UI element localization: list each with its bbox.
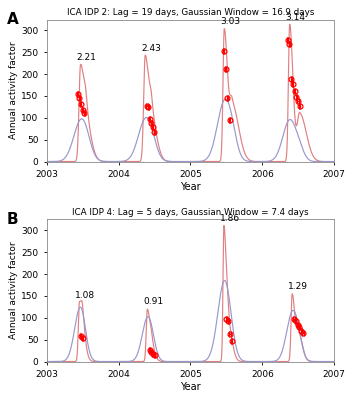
- Title: ICA IDP 2: Lag = 19 days, Gaussian Window = 16.9 days: ICA IDP 2: Lag = 19 days, Gaussian Windo…: [67, 8, 314, 17]
- Text: 1.08: 1.08: [75, 291, 95, 300]
- X-axis label: Year: Year: [180, 182, 201, 192]
- Y-axis label: Annual activity factor: Annual activity factor: [10, 42, 18, 139]
- Text: 3.03: 3.03: [220, 18, 240, 26]
- Title: ICA IDP 4: Lag = 5 days, Gaussian Window = 7.4 days: ICA IDP 4: Lag = 5 days, Gaussian Window…: [72, 208, 309, 217]
- Text: 2.21: 2.21: [76, 53, 96, 62]
- Text: 2.43: 2.43: [141, 44, 161, 53]
- Text: A: A: [6, 12, 18, 27]
- Text: 0.91: 0.91: [143, 298, 163, 306]
- Text: B: B: [6, 212, 18, 227]
- X-axis label: Year: Year: [180, 382, 201, 392]
- Text: 1.29: 1.29: [288, 282, 308, 291]
- Y-axis label: Annual activity factor: Annual activity factor: [10, 242, 18, 339]
- Text: 1.86: 1.86: [219, 214, 240, 224]
- Text: 3.14: 3.14: [285, 13, 306, 22]
